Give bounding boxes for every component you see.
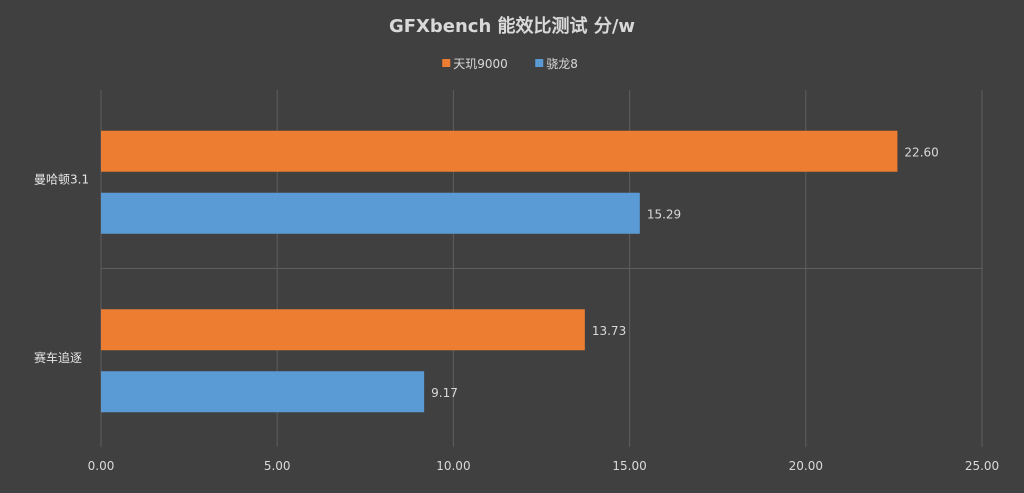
data-label: 13.73 [592, 324, 626, 338]
category-label: 曼哈顿3.1 [34, 172, 89, 186]
category-label: 赛车追逐 [34, 350, 82, 365]
chart-title: GFXbench 能效比测试 分/w [389, 15, 635, 37]
labels: 0.00 5.00 10.00 15.00 20.00 25.00 曼哈顿3.1 22.60 1… [34, 145, 999, 473]
x-tick-label: 20.00 [789, 459, 823, 473]
bar [101, 309, 585, 351]
x-tick-label: 25.00 [965, 459, 999, 473]
bars [101, 130, 898, 413]
legend: 天玑9000 骁龙8 [442, 57, 578, 71]
legend-swatch [535, 59, 544, 67]
bar [101, 192, 640, 234]
data-label: 22.60 [904, 145, 938, 159]
legend-label: 天玑9000 [453, 57, 508, 71]
x-tick-label: 10.00 [436, 459, 470, 473]
legend-label: 骁龙8 [546, 57, 578, 71]
legend-swatch [442, 59, 451, 67]
x-tick-label: 15.00 [612, 459, 646, 473]
bar [101, 130, 898, 172]
x-tick-label: 0.00 [88, 459, 115, 473]
bar [101, 371, 425, 413]
x-tick-label: 5.00 [264, 459, 291, 473]
data-label: 9.17 [431, 386, 458, 400]
data-label: 15.29 [647, 207, 681, 221]
